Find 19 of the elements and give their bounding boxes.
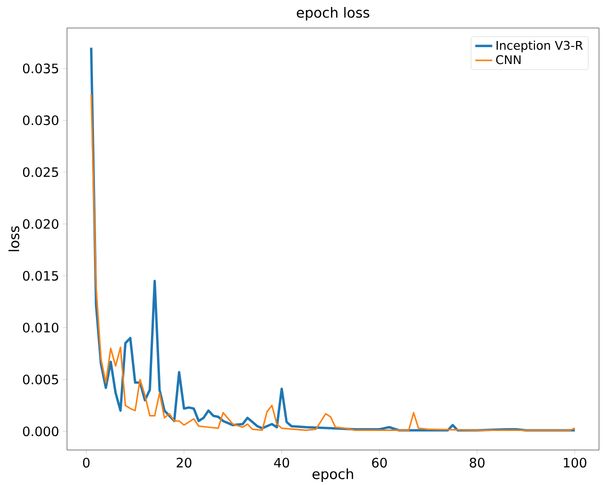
- x-tick-label: 80: [470, 458, 484, 468]
- y-tick-label: 0.010: [23, 322, 58, 332]
- x-tick-label: 20: [176, 458, 192, 468]
- y-tick-label: 0.015: [23, 270, 58, 281]
- y-tick-label: 0.005: [23, 374, 58, 384]
- y-tick-label: 0.025: [23, 167, 58, 177]
- x-tick-label: 0: [83, 458, 90, 468]
- x-tick-label: 100: [564, 458, 586, 468]
- y-tick-label: 0.030: [23, 115, 58, 126]
- x-axis-title: epoch: [312, 468, 354, 482]
- chart-title: epoch loss: [296, 6, 370, 20]
- x-tick-label: 60: [372, 458, 387, 468]
- y-tick-label: 0.000: [23, 426, 58, 436]
- y-tick-label: 0.020: [23, 218, 58, 229]
- y-axis-title: loss: [8, 226, 20, 252]
- x-tick-label: 40: [274, 458, 290, 468]
- y-tick-label: 0.035: [23, 63, 58, 74]
- legend-label: CNN: [496, 55, 521, 64]
- legend-label: Inception V3-R: [496, 40, 583, 52]
